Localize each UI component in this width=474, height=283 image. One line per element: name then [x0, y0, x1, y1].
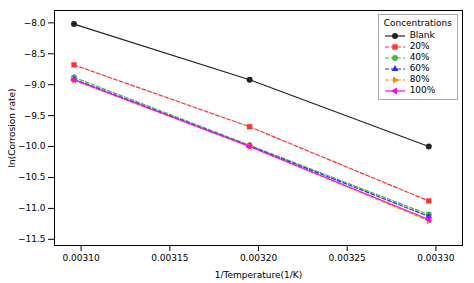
svg-text:0.00325: 0.00325 [329, 253, 366, 263]
html-text:80%: 80% [409, 74, 430, 84]
html-text:60%: 60% [409, 63, 430, 73]
svg-text:−8.5: −8.5 [24, 49, 46, 59]
svg-text:0.00310: 0.00310 [62, 253, 99, 263]
svg-text:0.00315: 0.00315 [151, 253, 188, 263]
svg-text:−10.0: −10.0 [18, 141, 46, 151]
svg-text:ln(Corrosion rate): ln(Corrosion rate) [7, 88, 17, 167]
svg-text:−8.0: −8.0 [24, 18, 46, 28]
svg-text:0.00320: 0.00320 [240, 253, 277, 263]
html-text:100%: 100% [409, 85, 436, 95]
svg-text:−11.5: −11.5 [18, 234, 46, 244]
svg-text:−9.5: −9.5 [24, 111, 46, 121]
svg-text:−9.0: −9.0 [24, 80, 46, 90]
svg-text:−11.0: −11.0 [18, 203, 46, 213]
svg-text:−10.5: −10.5 [18, 172, 46, 182]
html-text:20%: 20% [409, 41, 430, 51]
svg-text:0.00330: 0.00330 [417, 253, 454, 263]
html-text:Blank: Blank [409, 30, 435, 40]
svg-text:1/Temperature(1/K): 1/Temperature(1/K) [215, 270, 302, 280]
html-text:Concentrations: Concentrations [383, 18, 452, 28]
html-text:40%: 40% [409, 52, 430, 62]
